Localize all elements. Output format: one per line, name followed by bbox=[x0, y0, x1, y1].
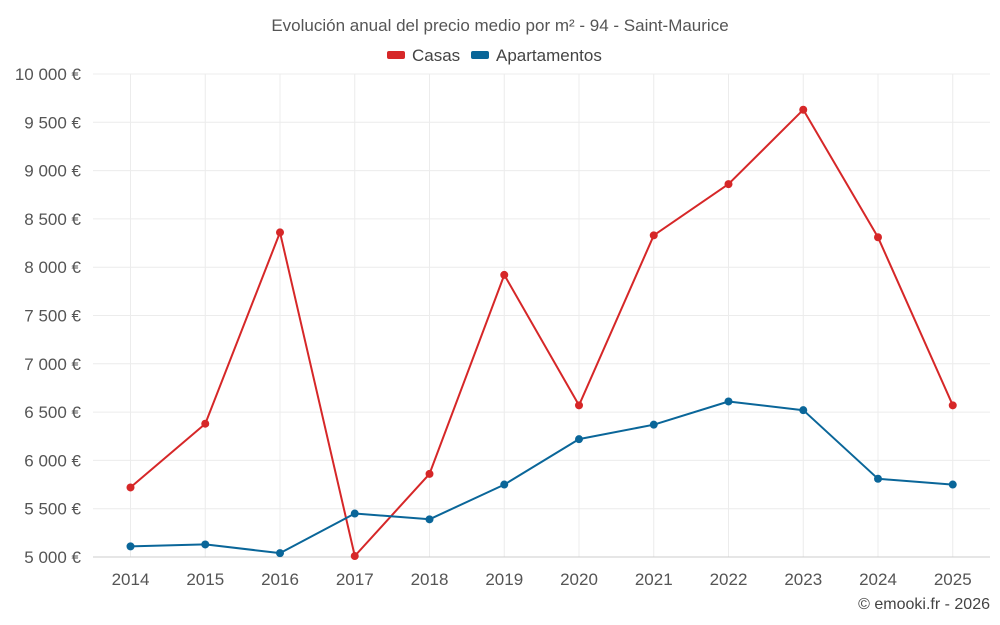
y-tick-label: 8 500 € bbox=[24, 210, 81, 229]
x-tick-label: 2018 bbox=[411, 570, 449, 589]
data-point-casas[interactable] bbox=[948, 401, 957, 410]
x-tick-label: 2015 bbox=[186, 570, 224, 589]
data-point-apartamentos[interactable] bbox=[276, 549, 284, 558]
credit: © emooki.fr - 2026 bbox=[858, 596, 990, 613]
data-point-casas[interactable] bbox=[500, 270, 509, 279]
y-tick-label: 9 000 € bbox=[24, 162, 81, 181]
x-tick-label: 2016 bbox=[261, 570, 299, 589]
gridlines bbox=[93, 73, 990, 557]
y-tick-label: 8 000 € bbox=[24, 258, 81, 277]
y-tick-label: 5 000 € bbox=[24, 548, 81, 567]
legend-item-apartamentos[interactable]: Apartamentos bbox=[471, 46, 602, 65]
y-tick-label: 10 000 € bbox=[15, 65, 82, 84]
data-point-apartamentos[interactable] bbox=[799, 406, 808, 415]
data-point-apartamentos[interactable] bbox=[649, 420, 658, 429]
legend-label-casas: Casas bbox=[412, 46, 460, 65]
series-line-casas bbox=[129, 108, 954, 557]
series bbox=[126, 105, 957, 561]
x-tick-label: 2020 bbox=[560, 570, 598, 589]
x-tick-label: 2021 bbox=[635, 570, 673, 589]
legend-swatch-casas bbox=[387, 51, 405, 59]
legend-swatch-apartamentos bbox=[471, 51, 489, 59]
data-point-casas[interactable] bbox=[276, 228, 284, 237]
data-point-casas[interactable] bbox=[201, 419, 210, 428]
x-tick-label: 2014 bbox=[112, 570, 150, 589]
legend-item-casas[interactable]: Casas bbox=[387, 46, 460, 65]
y-tick-label: 5 500 € bbox=[24, 500, 81, 519]
data-point-casas[interactable] bbox=[126, 483, 135, 492]
data-point-casas[interactable] bbox=[724, 180, 733, 189]
y-tick-label: 7 500 € bbox=[24, 307, 81, 326]
data-point-apartamentos[interactable] bbox=[201, 540, 210, 549]
chart-title: Evolución anual del precio medio por m² … bbox=[271, 16, 728, 35]
x-axis-ticks: 2014 2015 2016 2017 2018 2019 2020 2021 2022 2023… bbox=[112, 570, 972, 589]
y-tick-label: 7 000 € bbox=[24, 355, 81, 374]
x-tick-label: 2023 bbox=[784, 570, 822, 589]
y-axis-ticks: 5 000 € 5 500 € 6 000 € 6 500 € 7 000 € 7 500… bbox=[15, 65, 82, 567]
x-tick-label: 2022 bbox=[710, 570, 748, 589]
data-point-apartamentos[interactable] bbox=[724, 397, 733, 406]
data-point-apartamentos[interactable] bbox=[500, 480, 509, 489]
data-point-casas[interactable] bbox=[575, 401, 583, 410]
data-point-casas[interactable] bbox=[799, 105, 808, 114]
legend: Casas Apartamentos bbox=[387, 46, 602, 65]
data-point-casas[interactable] bbox=[350, 552, 359, 561]
x-tick-label: 2025 bbox=[934, 570, 972, 589]
y-tick-label: 6 500 € bbox=[24, 403, 81, 422]
legend-label-apartamentos: Apartamentos bbox=[496, 46, 602, 65]
data-point-apartamentos[interactable] bbox=[948, 480, 957, 489]
data-point-casas[interactable] bbox=[649, 231, 658, 240]
data-point-casas[interactable] bbox=[425, 469, 434, 478]
data-point-apartamentos[interactable] bbox=[874, 474, 882, 483]
y-tick-label: 9 500 € bbox=[24, 113, 81, 132]
series-line-apartamentos bbox=[130, 400, 953, 555]
data-point-apartamentos[interactable] bbox=[425, 515, 434, 524]
data-point-casas[interactable] bbox=[874, 233, 882, 242]
y-tick-label: 6 000 € bbox=[24, 451, 81, 470]
data-point-apartamentos[interactable] bbox=[575, 435, 583, 444]
x-tick-label: 2017 bbox=[336, 570, 374, 589]
data-point-apartamentos[interactable] bbox=[350, 509, 359, 518]
x-tick-label: 2019 bbox=[485, 570, 523, 589]
x-tick-label: 2024 bbox=[859, 570, 897, 589]
data-point-apartamentos[interactable] bbox=[126, 542, 135, 551]
